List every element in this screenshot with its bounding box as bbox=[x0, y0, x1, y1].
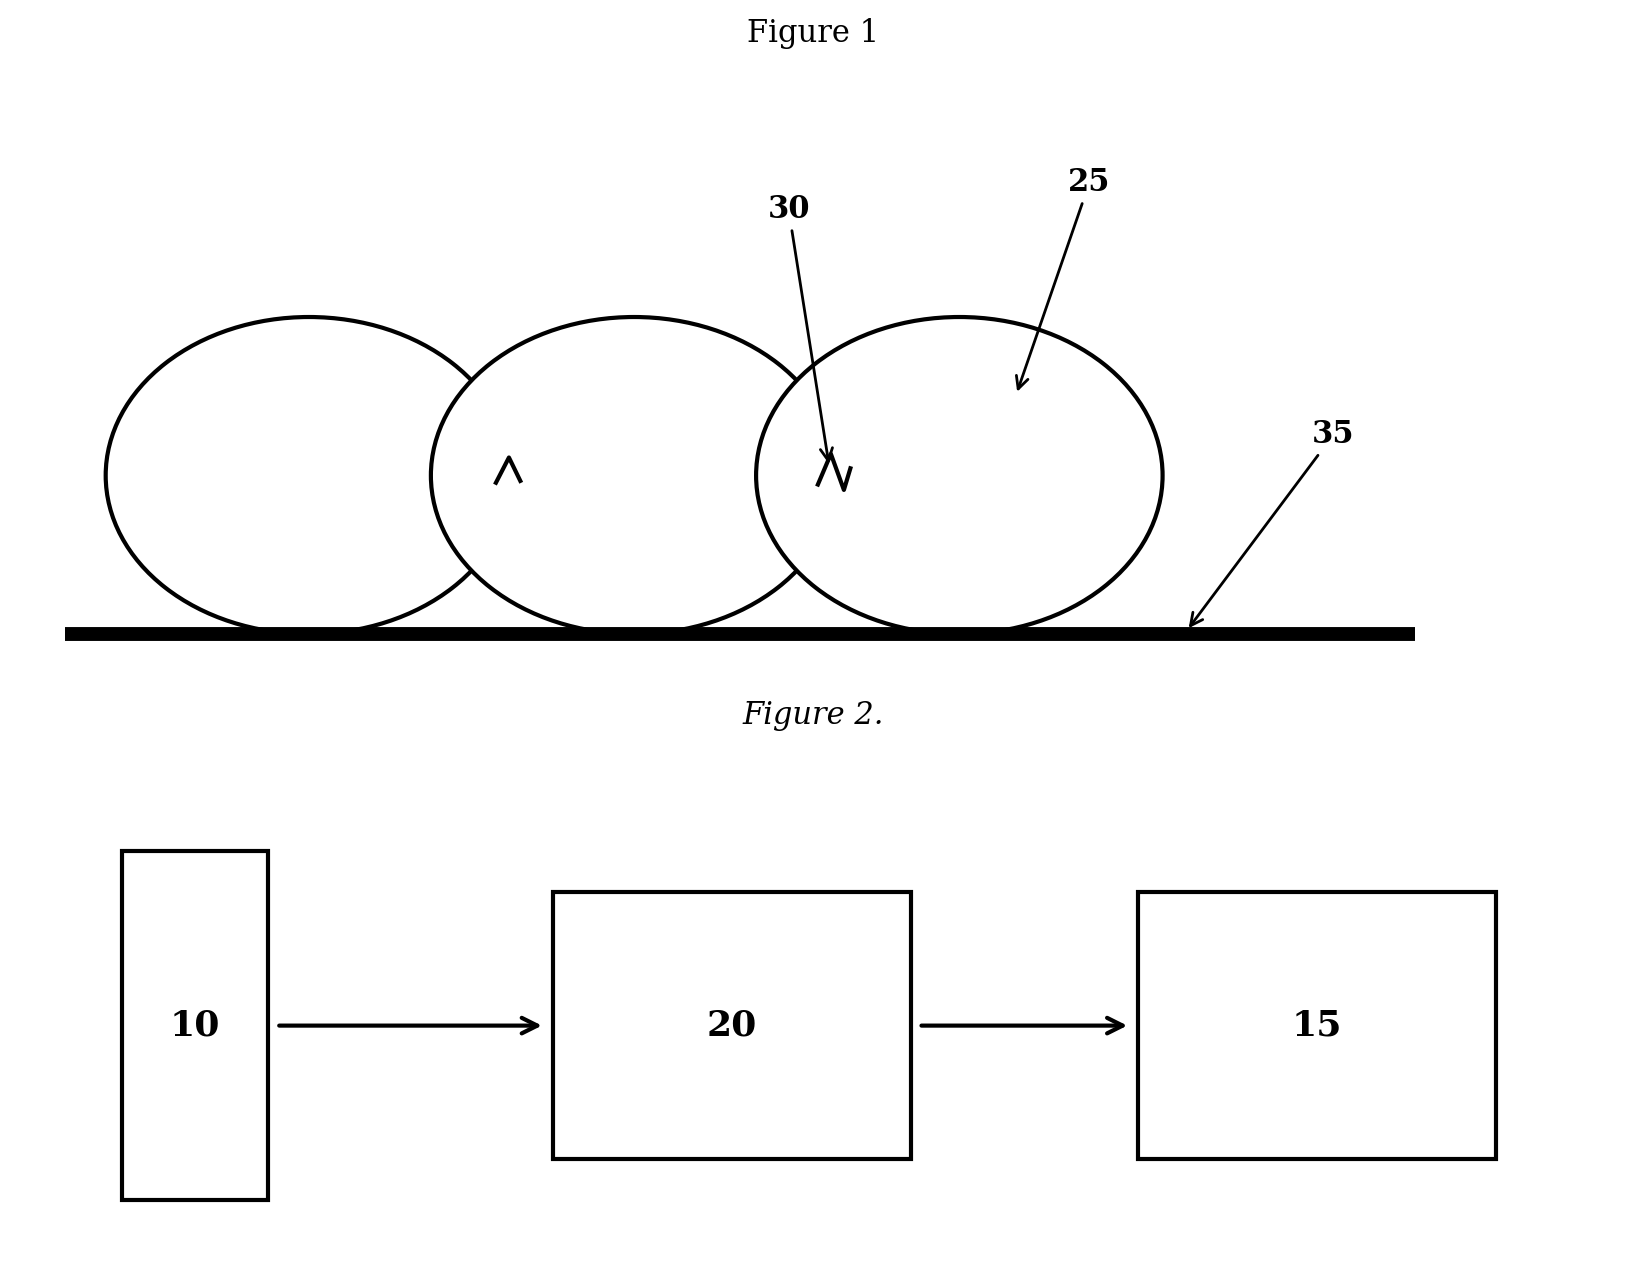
Text: 25: 25 bbox=[1016, 167, 1111, 389]
Text: Figure 1: Figure 1 bbox=[746, 18, 880, 49]
Text: 15: 15 bbox=[1291, 1009, 1343, 1043]
Text: 20: 20 bbox=[707, 1009, 756, 1043]
Text: 35: 35 bbox=[1190, 420, 1354, 626]
Text: 10: 10 bbox=[169, 1009, 221, 1043]
Ellipse shape bbox=[106, 317, 512, 635]
Ellipse shape bbox=[431, 317, 837, 635]
Bar bbox=[122, 851, 268, 1200]
Text: Figure 2.: Figure 2. bbox=[741, 700, 885, 731]
Text: 30: 30 bbox=[767, 195, 833, 460]
Bar bbox=[1138, 892, 1496, 1159]
Bar bbox=[553, 892, 911, 1159]
Ellipse shape bbox=[756, 317, 1163, 635]
